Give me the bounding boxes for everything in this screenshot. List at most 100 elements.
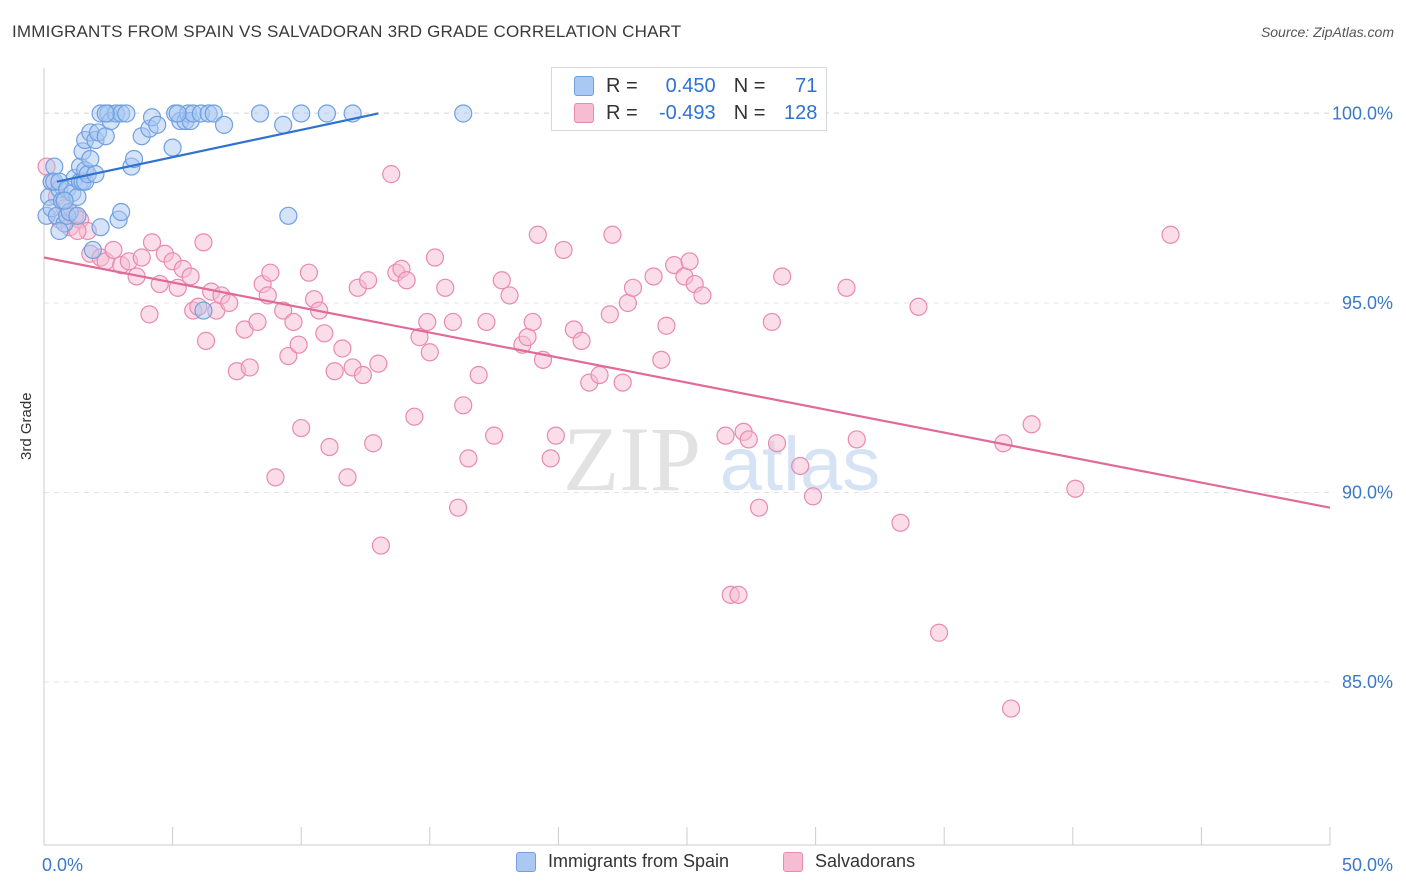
salvadoran-point xyxy=(929,623,949,642)
spain-point xyxy=(204,104,223,123)
y-tick-label: 85.0% xyxy=(1342,672,1393,692)
salvadoran-point xyxy=(767,434,787,453)
salvadoran-point xyxy=(289,335,308,354)
salvadoran-point xyxy=(909,297,928,316)
salvadoran-point xyxy=(528,225,547,244)
data-points xyxy=(37,104,1180,718)
salvadoran-point xyxy=(492,271,511,290)
salvadoran-point xyxy=(353,365,373,385)
salvadoran-point xyxy=(325,362,344,381)
salvadoran-point xyxy=(600,305,619,324)
x-tick-label: 0.0% xyxy=(42,855,83,875)
salvadoran-point xyxy=(181,267,200,286)
salvadoran-point xyxy=(443,312,463,332)
salvadoran-point xyxy=(623,278,643,297)
grid-lines xyxy=(44,111,1330,683)
salvadoran-point xyxy=(454,396,473,415)
salvadoran-point xyxy=(618,293,637,313)
salvadoran-point xyxy=(371,536,391,555)
spain-point xyxy=(274,115,293,134)
y-tick-labels: 100.0% 95.0% 90.0% 85.0% xyxy=(1332,103,1393,692)
series-swatch-salvadorans xyxy=(783,851,803,872)
salvadoran-point xyxy=(518,328,537,347)
salvadoran-point xyxy=(590,365,609,385)
legend-r-label: R = xyxy=(606,74,638,97)
salvadoran-point xyxy=(791,456,810,476)
salvadoran-point xyxy=(1001,699,1021,718)
legend-n-label: N = xyxy=(733,101,766,124)
series-legend-spain[interactable]: Immigrants from Spain xyxy=(516,851,729,872)
legend-r-value: 0.450 xyxy=(665,74,716,97)
salvadoran-point xyxy=(773,267,792,286)
x-tick-labels: 0.0% 50.0% xyxy=(42,855,1393,875)
salvadoran-point xyxy=(1161,225,1180,244)
trend-lines xyxy=(43,112,1331,509)
salvadoran-point xyxy=(459,449,478,468)
x-tick-label: 50.0% xyxy=(1342,855,1393,875)
salvadoran-point xyxy=(644,267,663,286)
legend-n-value: 128 xyxy=(784,101,818,124)
spain-point xyxy=(168,104,187,123)
series-legend-salvadorans[interactable]: Salvadorans xyxy=(783,851,915,872)
salvadoran-point xyxy=(196,331,216,350)
salvadoran-point xyxy=(680,252,699,271)
salvadoran-point xyxy=(358,271,378,290)
salvadoran-point xyxy=(523,312,542,332)
salvadoran-point xyxy=(369,354,388,373)
salvadoran-point xyxy=(546,426,565,445)
salvadoran-point xyxy=(410,328,429,347)
spain-point xyxy=(96,104,115,123)
salvadoran-point xyxy=(140,305,159,324)
salvadoran-point xyxy=(220,293,239,313)
spain-point xyxy=(96,127,115,146)
y-tick-label: 95.0% xyxy=(1342,293,1393,313)
salvadoran-point xyxy=(762,312,781,332)
source-label: Source: ZipAtlas.com xyxy=(1260,24,1394,40)
salvadoran-point xyxy=(104,240,123,260)
watermark: ZIP atlas xyxy=(563,408,880,510)
salvadoran-point xyxy=(1066,479,1085,498)
series-label-salvadorans: Salvadorans xyxy=(815,851,916,871)
salvadoran-point xyxy=(261,263,280,282)
salvadoran-point xyxy=(477,312,496,332)
salvadoran-point xyxy=(320,437,339,457)
series-label-spain: Immigrants from Spain xyxy=(548,851,730,871)
salvadoran-point xyxy=(274,301,293,320)
spain-trend-line xyxy=(56,112,379,183)
salvadoran-point xyxy=(364,434,383,453)
salvadoran-point xyxy=(333,339,352,358)
series-legend: Immigrants from Spain Salvadorans xyxy=(0,851,1406,877)
salvadoran-point xyxy=(382,165,401,184)
salvadoran-point xyxy=(739,430,758,449)
spain-point xyxy=(279,206,298,225)
spain-point xyxy=(317,104,337,123)
salvadoran-point xyxy=(132,248,151,267)
salvadoran-point xyxy=(448,498,468,517)
salvadoran-point xyxy=(554,240,573,260)
salvadoran-point xyxy=(397,271,416,290)
spain-point xyxy=(50,221,69,241)
legend-r-label: R = xyxy=(606,101,638,124)
salvadoran-point xyxy=(425,248,445,267)
spain-point xyxy=(194,301,213,320)
legend-swatch-spain xyxy=(574,76,594,96)
spain-point xyxy=(91,218,110,237)
spain-point xyxy=(214,115,234,134)
salvadoran-point xyxy=(729,585,748,604)
spain-point xyxy=(112,202,131,222)
spain-point xyxy=(117,104,136,123)
salvadoran-point xyxy=(240,358,259,377)
salvadoran-point xyxy=(266,468,285,487)
salvadoran-point xyxy=(248,312,267,332)
y-tick-label: 90.0% xyxy=(1342,483,1393,503)
y-tick-label: 100.0% xyxy=(1332,103,1393,123)
salvadoran-point xyxy=(803,487,823,506)
salvadoran-point xyxy=(436,278,455,297)
salvadoran-point xyxy=(837,278,856,297)
spain-point xyxy=(148,115,167,134)
salvadoran-point xyxy=(284,312,303,332)
salvadoran-point xyxy=(693,286,712,305)
spain-point xyxy=(81,149,100,169)
salvadoran-point xyxy=(469,365,488,385)
